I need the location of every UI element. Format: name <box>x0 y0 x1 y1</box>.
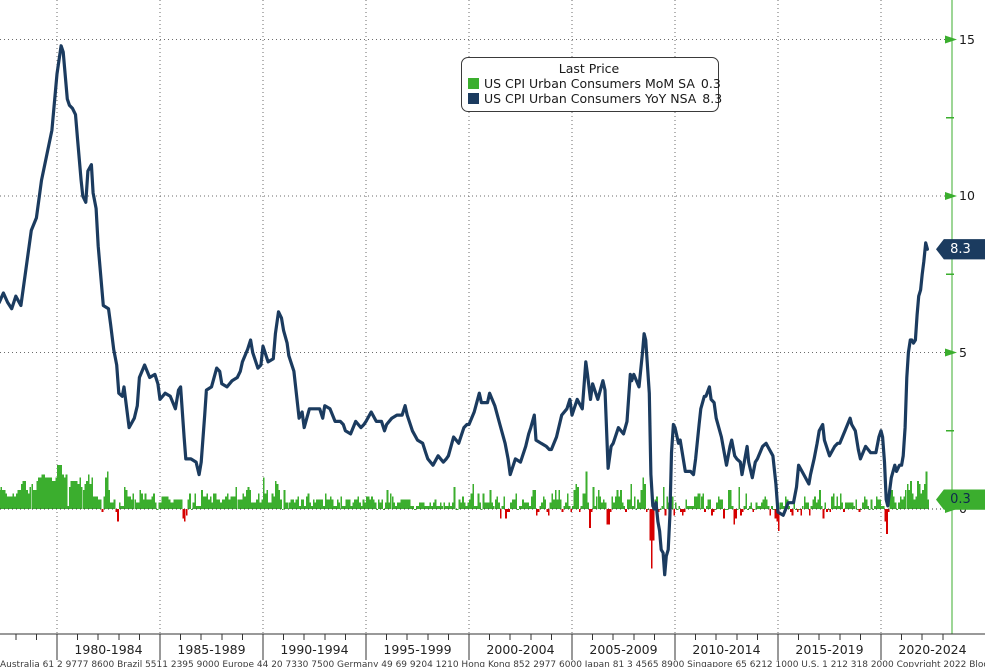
yoy-series-swatch-icon <box>468 93 479 104</box>
x-axis-period-label: 2015-2019 <box>795 642 864 657</box>
yoy-line-series <box>0 44 929 577</box>
legend-item-value: 0.3 <box>700 76 721 91</box>
y-axis-label: 15 <box>959 31 975 47</box>
legend-title: Last Price <box>558 61 620 76</box>
bottom-axis <box>0 633 985 660</box>
legend-item-label: US CPI Urban Consumers YoY NSA <box>484 91 697 106</box>
mom-series-swatch-icon <box>468 78 479 89</box>
x-axis-period-label: 1995-1999 <box>383 642 452 657</box>
footer-fineprint: Australia 61 2 9777 8600 Brazil 5511 239… <box>0 660 985 667</box>
legend-item-value: 8.3 <box>702 91 723 106</box>
last-price-value-mom: 0.3 <box>950 492 971 508</box>
x-axis-period-label: 2010-2014 <box>692 642 761 657</box>
last-price-value-yoy: 8.3 <box>950 241 971 257</box>
x-axis-period-label: 2005-2009 <box>589 642 658 657</box>
legend-item-yoy[interactable]: US CPI Urban Consumers YoY NSA 8.3 <box>468 91 722 106</box>
right-axis <box>945 0 957 634</box>
y-axis-label: 5 <box>959 344 967 360</box>
y-axis-label: 10 <box>959 188 975 203</box>
x-axis-period-label: 2020-2024 <box>898 642 967 657</box>
x-axis-period-label: 1990-1994 <box>280 642 349 657</box>
legend-item-mom[interactable]: US CPI Urban Consumers MoM SA 0.3 <box>468 76 721 91</box>
last-price-tag-mom: 0.3 <box>936 489 985 510</box>
x-axis-period-label: 1985-1989 <box>177 642 246 657</box>
legend-item-label: US CPI Urban Consumers MoM SA <box>484 76 695 91</box>
last-price-tag-yoy: 8.3 <box>936 239 985 260</box>
gridlines <box>0 0 952 634</box>
mom-bars-series <box>0 465 930 569</box>
legend: Last Price US CPI Urban Consumers MoM SA… <box>461 57 722 112</box>
x-axis-period-label: 1980-1984 <box>74 642 143 657</box>
x-axis-period-label: 2000-2004 <box>486 642 555 657</box>
